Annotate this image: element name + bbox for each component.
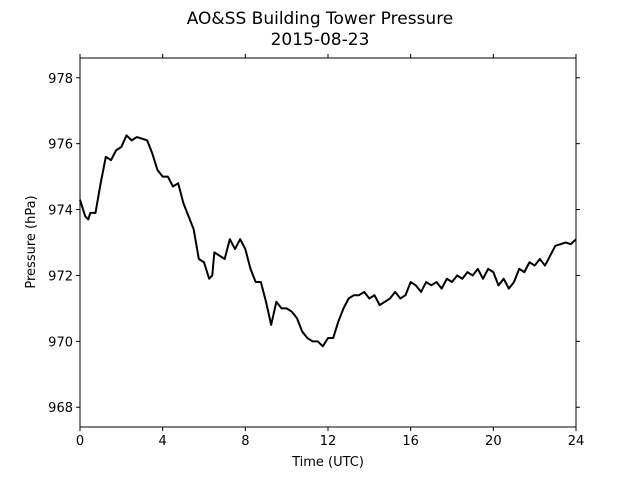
y-tick-label: 976: [48, 138, 73, 153]
y-tick-label: 968: [48, 401, 73, 416]
x-tick-label: 16: [402, 434, 419, 449]
x-tick-label: 0: [76, 434, 84, 449]
y-tick-label: 978: [48, 72, 73, 87]
y-axis-label: Pressure (hPa): [24, 195, 39, 288]
x-tick-label: 8: [241, 434, 249, 449]
x-tick-label: 20: [485, 434, 502, 449]
plot-frame: [79, 57, 577, 428]
y-tick-label: 974: [48, 204, 73, 219]
chart-subtitle: 2015-08-23: [271, 30, 370, 50]
data-line: [79, 134, 577, 348]
x-tick-label: 4: [159, 434, 167, 449]
y-tick-label: 970: [48, 335, 73, 350]
x-axis-label: Time (UTC): [291, 455, 364, 470]
y-tick-label: 972: [48, 269, 73, 284]
x-tick-label: 24: [568, 434, 585, 449]
x-tick-label: 12: [320, 434, 337, 449]
chart-title: AO&SS Building Tower Pressure: [187, 9, 454, 29]
